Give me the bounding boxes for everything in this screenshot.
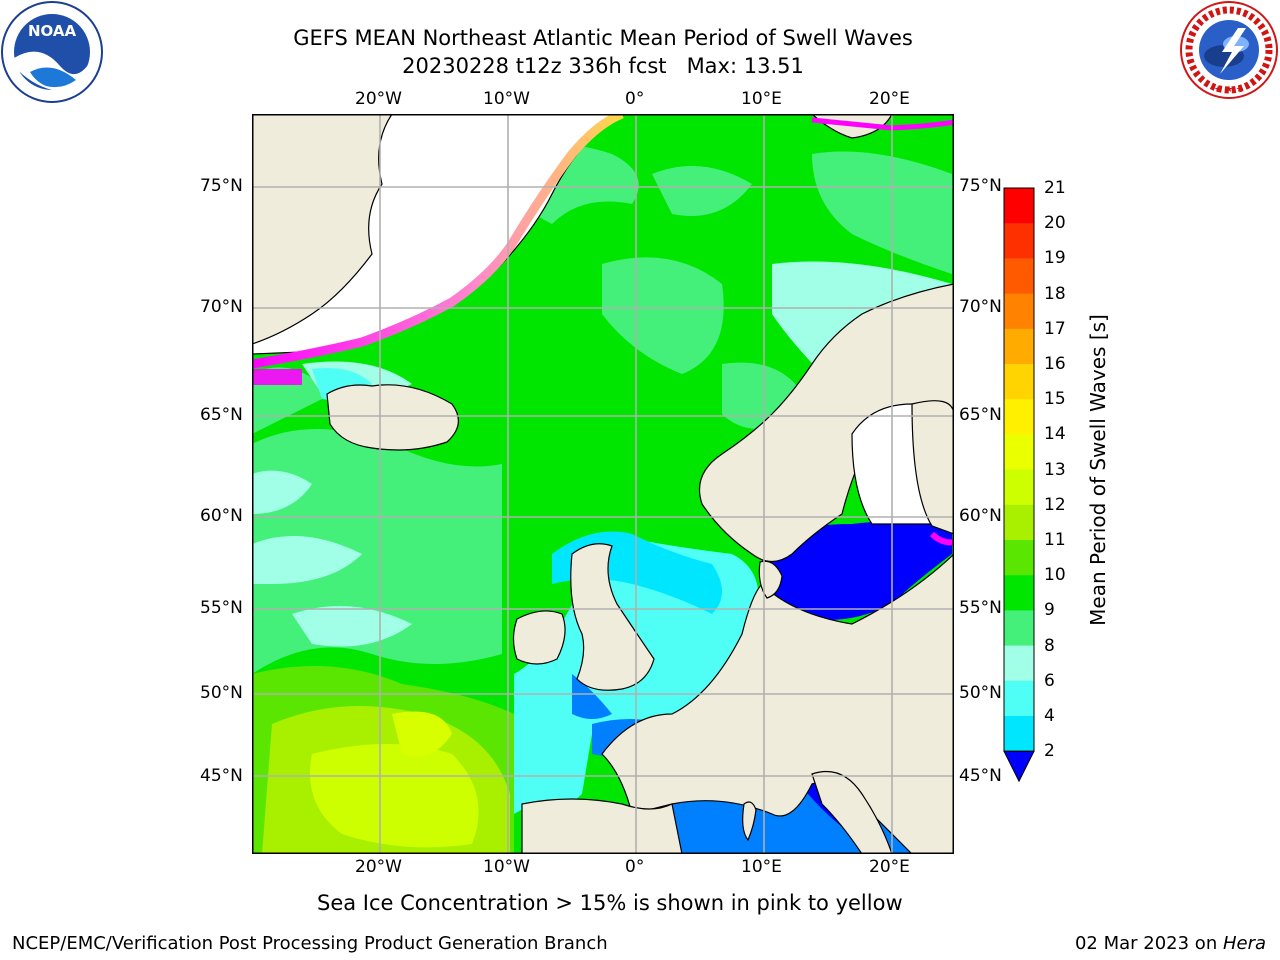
lon-label-bottom-20w: 20°W <box>355 857 402 877</box>
period-2-4-channel <box>572 674 612 719</box>
sea-ice-note: Sea Ice Concentration > 15% is shown in … <box>317 891 903 915</box>
colorbar-band <box>1004 610 1034 647</box>
map-svg <box>252 114 954 854</box>
colorbar-tick-label: 14 <box>1044 424 1066 445</box>
colorbar-outline <box>1003 187 1035 752</box>
lat-label-right-75n: 75°N <box>959 176 1002 196</box>
colorbar-tick-label: 11 <box>1044 530 1066 550</box>
graticule <box>252 114 954 854</box>
lat-label-left-70n: 70°N <box>200 297 243 317</box>
period-13-14-region <box>310 744 479 848</box>
denmark <box>758 560 783 599</box>
colorbar-tick-label: 2 <box>1044 741 1055 762</box>
colorbar-tick-label: 9 <box>1044 600 1055 621</box>
lat-label-right-45n: 45°N <box>959 766 1002 786</box>
colorbar-band <box>1004 680 1034 717</box>
lon-label-top-0: 0° <box>625 89 645 109</box>
colorbar-band <box>1004 223 1034 259</box>
colorbar-extend-arrow <box>1003 750 1035 783</box>
footer-machine: Hera <box>1222 933 1266 954</box>
footer-date: 02 Mar 2023 on <box>1074 933 1223 954</box>
great-britain <box>570 543 655 691</box>
greenland <box>252 114 393 345</box>
chart-title-line2: 20230228 t12z 336h fcst Max: 13.51 <box>402 54 804 78</box>
colorbar-band <box>1004 293 1034 330</box>
lat-label-right-65n: 65°N <box>959 405 1002 425</box>
finland <box>911 400 954 535</box>
chart-title-line1: GEFS MEAN Northeast Atlantic Mean Period… <box>293 26 913 50</box>
colorbar-band <box>1004 469 1034 506</box>
colorbar-band <box>1004 540 1034 576</box>
colorbar-band <box>1004 188 1034 224</box>
lat-label-right-55n: 55°N <box>959 598 1002 618</box>
colorbar-band <box>1004 399 1034 435</box>
colorbar-tick-label: 20 <box>1044 213 1066 234</box>
colorbar-band <box>1004 504 1034 541</box>
sea-ice-patch <box>252 369 302 385</box>
lon-label-top-10e: 10°E <box>741 89 782 109</box>
colorbar-band <box>1004 716 1034 752</box>
nws-logo: ★ ★ ★ <box>1178 0 1280 100</box>
sea-ice-edge-baltic <box>929 531 954 546</box>
lat-label-right-60n: 60°N <box>959 506 1002 526</box>
colorbar-tick-label: 12 <box>1044 494 1066 515</box>
colorbar-svg <box>1003 187 1035 783</box>
lon-label-bottom-20e: 20°E <box>869 857 910 877</box>
swell-period-map <box>252 114 954 854</box>
colorbar-band <box>1004 328 1034 365</box>
lat-label-left-45n: 45°N <box>200 766 243 786</box>
colorbar-tick-label: 17 <box>1044 318 1066 339</box>
colorbar-label: Mean Period of Swell Waves [s] <box>1086 314 1110 626</box>
footer-left: NCEP/EMC/Verification Post Processing Pr… <box>12 933 608 954</box>
colorbar-tick-label: 18 <box>1044 283 1066 304</box>
colorbar-tick-label: 10 <box>1044 565 1066 586</box>
lat-label-left-50n: 50°N <box>200 683 243 703</box>
colorbar-band <box>1004 645 1034 682</box>
colorbar <box>1000 186 1042 783</box>
period-9-10-region <box>252 144 952 674</box>
lon-label-top-20w: 20°W <box>355 89 402 109</box>
noaa-logo-text: NOAA <box>28 22 77 40</box>
lon-label-bottom-10w: 10°W <box>483 857 530 877</box>
iberia <box>521 798 683 854</box>
lon-label-top-20e: 20°E <box>869 89 910 109</box>
lat-label-left-75n: 75°N <box>200 176 243 196</box>
lon-label-bottom-10e: 10°E <box>741 857 782 877</box>
lat-label-right-50n: 50°N <box>959 683 1002 703</box>
iceland <box>326 384 459 451</box>
noaa-logo: NOAA <box>0 0 104 104</box>
colorbar-tick-label: 8 <box>1044 635 1055 656</box>
lat-label-left-60n: 60°N <box>200 506 243 526</box>
period-13-14-patch <box>392 711 452 757</box>
map-frame <box>252 114 954 854</box>
land <box>252 114 954 854</box>
colorbar-band <box>1004 364 1034 400</box>
footer-right: 02 Mar 2023 on Hera <box>1075 933 1266 954</box>
corsica-sardinia <box>742 801 757 842</box>
ireland <box>512 610 566 665</box>
lat-label-left-55n: 55°N <box>200 598 243 618</box>
sea-ice-edge <box>252 114 624 369</box>
colorbar-band <box>1004 258 1034 295</box>
colorbar-tick-label: 6 <box>1044 670 1055 691</box>
lat-label-right-70n: 70°N <box>959 297 1002 317</box>
colorbar-tick-label: 21 <box>1044 178 1066 198</box>
colorbar-tick-label: 19 <box>1044 248 1066 269</box>
colorbar-tick-label: 16 <box>1044 354 1066 374</box>
baltic-sea <box>762 521 952 620</box>
svg-text:★ ★ ★: ★ ★ ★ <box>1214 85 1244 95</box>
lon-label-bottom-0: 0° <box>625 857 645 877</box>
colorbar-tick-label: 15 <box>1044 389 1066 410</box>
colorbar-band <box>1004 575 1034 611</box>
colorbar-tick-label: 4 <box>1044 706 1055 726</box>
lat-label-left-65n: 65°N <box>200 405 243 425</box>
colorbar-tick-label: 13 <box>1044 459 1066 480</box>
colorbar-band <box>1004 434 1034 471</box>
lon-label-top-10w: 10°W <box>483 89 530 109</box>
